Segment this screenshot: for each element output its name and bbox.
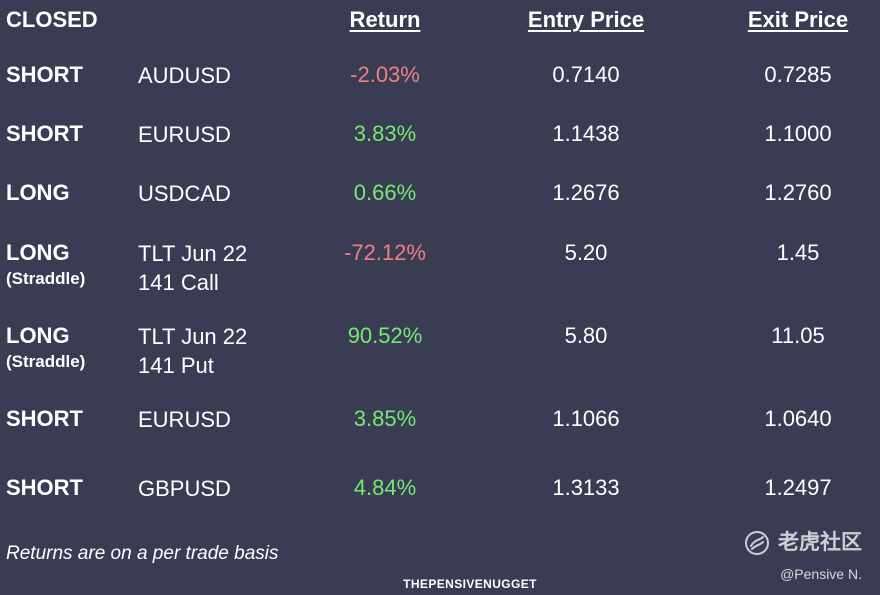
table-row: LONG (Straddle) TLT Jun 22 141 Put 90.52… xyxy=(0,324,880,384)
trade-side: SHORT xyxy=(6,62,83,87)
trade-return: 3.85% xyxy=(353,406,417,431)
trade-return: -2.03% xyxy=(350,62,420,87)
trade-instrument: USDCAD xyxy=(138,181,231,206)
trade-return: 3.83% xyxy=(353,121,417,146)
trade-side: LONG xyxy=(6,323,70,348)
trade-side: SHORT xyxy=(6,121,83,146)
trade-instrument: AUDUSD xyxy=(138,63,231,88)
return-column-header: Return xyxy=(349,7,421,32)
trade-side: LONG xyxy=(6,240,70,265)
trade-instrument: GBPUSD xyxy=(138,476,231,501)
trade-return: -72.12% xyxy=(344,240,426,265)
trade-entry-price: 5.80 xyxy=(564,323,608,348)
entry-price-column-header: Entry Price xyxy=(527,7,645,32)
watermark-text: 老虎社区 xyxy=(778,531,862,554)
trade-instrument: EURUSD xyxy=(138,122,231,147)
trade-entry-price: 1.1438 xyxy=(552,121,620,146)
table-row: SHORT EURUSD 3.85% 1.1066 1.0640 xyxy=(0,407,880,467)
trade-exit-price: 11.05 xyxy=(771,323,825,348)
tiger-community-logo-icon xyxy=(744,530,770,556)
trade-exit-price: 1.45 xyxy=(776,240,820,265)
trade-entry-price: 0.7140 xyxy=(552,62,620,87)
trade-entry-price: 1.3133 xyxy=(552,475,620,500)
trade-return: 90.52% xyxy=(347,323,423,348)
trade-entry-price: 1.1066 xyxy=(552,406,620,431)
trade-side: SHORT xyxy=(6,475,83,500)
trade-entry-price: 1.2676 xyxy=(552,180,620,205)
table-row: SHORT AUDUSD -2.03% 0.7140 0.7285 xyxy=(0,63,880,123)
trade-side: LONG xyxy=(6,180,70,205)
trade-entry-price: 5.20 xyxy=(564,240,608,265)
trade-exit-price: 1.0640 xyxy=(764,406,832,431)
trade-strategy-note: (Straddle) xyxy=(6,269,86,288)
trade-return: 0.66% xyxy=(353,180,417,205)
returns-footnote: Returns are on a per trade basis xyxy=(6,543,279,564)
section-title: CLOSED xyxy=(6,7,98,32)
brand-label: THEPENSIVENUGGET xyxy=(403,577,537,591)
table-row: LONG (Straddle) TLT Jun 22 141 Call -72.… xyxy=(0,241,880,301)
watermark-handle: @Pensive N. xyxy=(780,566,862,582)
trade-instrument: EURUSD xyxy=(138,407,231,432)
trade-exit-price: 1.2497 xyxy=(764,475,832,500)
trade-exit-price: 1.1000 xyxy=(764,121,832,146)
table-row: LONG USDCAD 0.66% 1.2676 1.2760 xyxy=(0,181,880,241)
trade-exit-price: 0.7285 xyxy=(764,62,832,87)
trade-return: 4.84% xyxy=(353,475,417,500)
trade-exit-price: 1.2760 xyxy=(764,180,832,205)
trade-instrument: TLT Jun 22 141 Call xyxy=(138,241,248,295)
watermark: 老虎社区 xyxy=(744,530,862,556)
trade-strategy-note: (Straddle) xyxy=(6,352,86,371)
table-row: SHORT EURUSD 3.83% 1.1438 1.1000 xyxy=(0,122,880,182)
trade-instrument: TLT Jun 22 141 Put xyxy=(138,324,248,378)
table-row: SHORT GBPUSD 4.84% 1.3133 1.2497 xyxy=(0,476,880,536)
trade-side: SHORT xyxy=(6,406,83,431)
exit-price-column-header: Exit Price xyxy=(747,7,849,32)
